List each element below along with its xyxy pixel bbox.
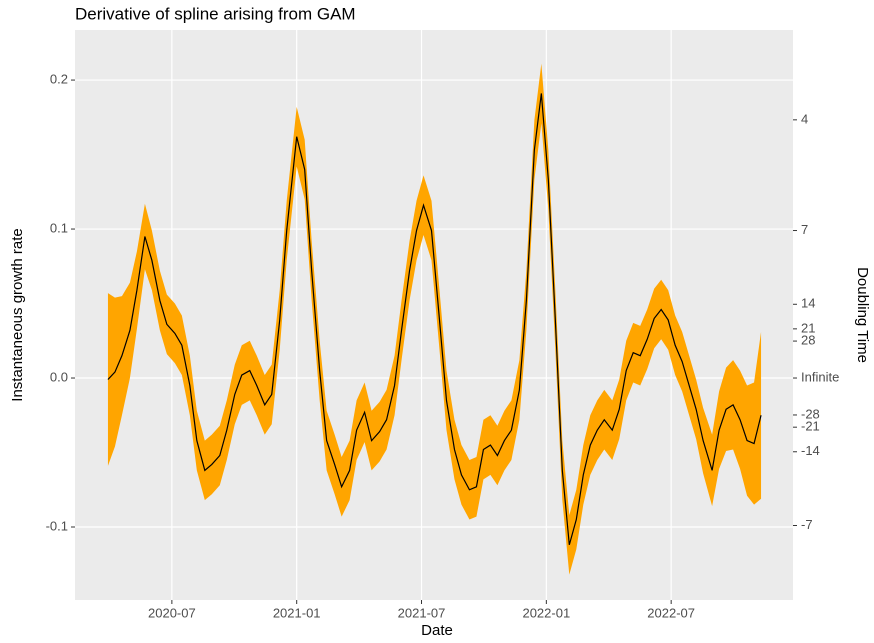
y-tick-label: 0.2 — [50, 71, 68, 86]
chart-title: Derivative of spline arising from GAM — [75, 4, 356, 23]
y2-axis-title: Doubling Time — [854, 267, 871, 363]
confidence-ribbon — [107, 63, 762, 575]
y-tick-label: -0.1 — [46, 518, 68, 533]
y2-tick-label: Infinite — [801, 369, 839, 384]
x-tick-label: 2022-07 — [647, 605, 695, 620]
y-axis-title: Instantaneous growth rate — [9, 228, 26, 401]
y2-tick-label: -28 — [801, 406, 820, 421]
y2-tick-label: 7 — [801, 222, 808, 237]
y2-tick-label: -14 — [801, 443, 820, 458]
y2-tick-label: 4 — [801, 111, 808, 126]
plot-background — [75, 30, 793, 600]
y-tick-label: 0.1 — [50, 220, 68, 235]
x-tick-label: 2022-01 — [522, 605, 570, 620]
y2-tick-label: 21 — [801, 320, 815, 335]
y2-tick-label: 28 — [801, 333, 815, 348]
y2-tick-label: -21 — [801, 419, 820, 434]
y2-tick-label: 14 — [801, 296, 815, 311]
x-tick-label: 2021-07 — [398, 605, 446, 620]
x-tick-label: 2021-01 — [273, 605, 321, 620]
y2-tick-label: -7 — [801, 517, 813, 532]
x-axis-title: Date — [421, 622, 453, 639]
y-tick-label: 0.0 — [50, 369, 68, 384]
derivative-line — [107, 93, 762, 546]
x-tick-label: 2020-07 — [148, 605, 196, 620]
